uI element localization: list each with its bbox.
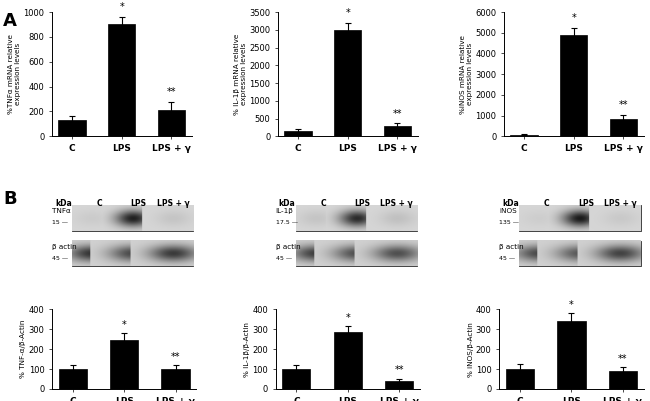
Bar <box>110 340 138 389</box>
Text: *: * <box>345 8 350 18</box>
Text: **: ** <box>618 354 627 364</box>
Bar <box>284 131 312 136</box>
Text: IL-1β: IL-1β <box>276 209 294 215</box>
Bar <box>72 205 194 231</box>
Y-axis label: % TNF-α/β-Actin: % TNF-α/β-Actin <box>20 320 27 379</box>
Bar <box>58 369 87 389</box>
Text: A: A <box>3 12 17 30</box>
Text: kDa: kDa <box>279 199 296 208</box>
Text: **: ** <box>395 365 404 375</box>
Bar <box>282 369 311 389</box>
Text: *: * <box>569 300 574 310</box>
Bar <box>610 119 637 136</box>
Text: 45 —: 45 — <box>52 256 68 261</box>
Y-axis label: %TNFα mRNA relative
expression levels: %TNFα mRNA relative expression levels <box>8 34 21 114</box>
Text: LPS + γ: LPS + γ <box>604 199 637 208</box>
Bar <box>296 241 417 266</box>
Bar <box>58 120 86 136</box>
Text: LPS + γ: LPS + γ <box>157 199 190 208</box>
Text: 17.5 —: 17.5 — <box>276 220 298 225</box>
Bar <box>72 241 194 266</box>
Text: **: ** <box>619 100 629 110</box>
Text: LPS: LPS <box>131 199 146 208</box>
Text: *: * <box>571 12 576 22</box>
Text: β actin: β actin <box>276 244 300 250</box>
Y-axis label: % iNOS/β-Actin: % iNOS/β-Actin <box>467 322 474 377</box>
Text: iNOS: iNOS <box>499 209 517 215</box>
Bar <box>385 381 413 389</box>
Text: 15 —: 15 — <box>52 220 68 225</box>
Bar <box>560 35 588 136</box>
Bar <box>557 321 586 389</box>
Text: 45 —: 45 — <box>499 256 515 261</box>
Text: LPS: LPS <box>354 199 370 208</box>
Bar <box>384 126 411 136</box>
Y-axis label: % IL-1β/β-Actin: % IL-1β/β-Actin <box>244 322 250 377</box>
Text: *: * <box>120 2 124 12</box>
Text: 135 —: 135 — <box>499 220 519 225</box>
Text: LPS + γ: LPS + γ <box>380 199 413 208</box>
Bar <box>334 30 361 136</box>
Bar <box>296 205 417 231</box>
Bar <box>161 369 190 389</box>
Text: C: C <box>320 199 326 208</box>
Text: kDa: kDa <box>55 199 72 208</box>
Bar <box>510 135 538 136</box>
Text: **: ** <box>167 87 176 97</box>
Bar <box>519 205 641 231</box>
Text: **: ** <box>171 352 180 363</box>
Text: **: ** <box>393 109 402 119</box>
Y-axis label: %iNOS mRNA relative
expression levels: %iNOS mRNA relative expression levels <box>460 34 473 113</box>
Bar <box>608 371 637 389</box>
Text: β actin: β actin <box>52 244 77 250</box>
Text: LPS: LPS <box>578 199 594 208</box>
Text: β actin: β actin <box>499 244 524 250</box>
Bar <box>333 332 362 389</box>
Text: *: * <box>122 320 127 330</box>
Y-axis label: % IL-1β mRNA relative
expression levels: % IL-1β mRNA relative expression levels <box>234 33 247 115</box>
Text: C: C <box>544 199 550 208</box>
Text: B: B <box>3 190 17 209</box>
Text: kDa: kDa <box>502 199 519 208</box>
Bar <box>506 369 534 389</box>
Bar <box>519 241 641 266</box>
Text: 45 —: 45 — <box>276 256 292 261</box>
Bar <box>108 24 135 136</box>
Bar <box>158 109 185 136</box>
Text: C: C <box>97 199 103 208</box>
Text: TNFα: TNFα <box>52 209 71 215</box>
Text: *: * <box>345 313 350 323</box>
